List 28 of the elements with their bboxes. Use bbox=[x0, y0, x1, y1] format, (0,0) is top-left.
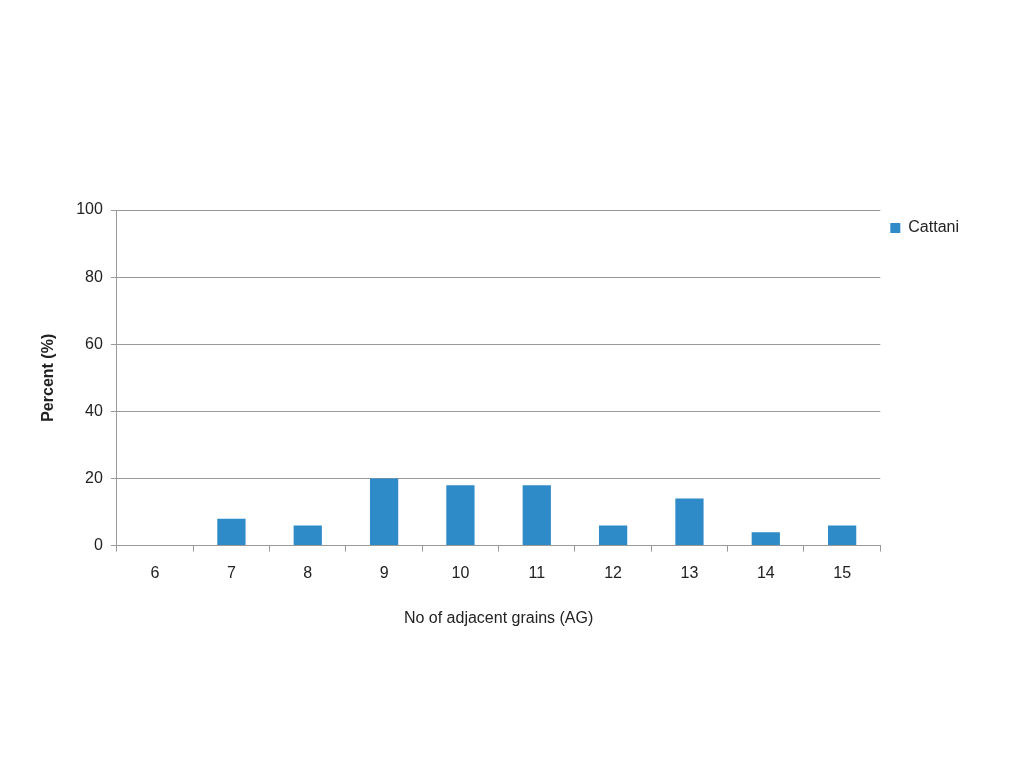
bar bbox=[828, 525, 857, 546]
x-tick-label: 9 bbox=[379, 563, 389, 581]
x-tick-label: 6 bbox=[150, 563, 160, 581]
bar bbox=[522, 485, 551, 546]
y-tick-label: 0 bbox=[93, 536, 103, 554]
y-axis-title: Percent (%) bbox=[39, 333, 57, 422]
x-tick-label: 11 bbox=[528, 563, 546, 581]
x-tick-label: 10 bbox=[451, 563, 470, 581]
x-tick-label: 14 bbox=[756, 563, 775, 581]
y-tick-label: 100 bbox=[76, 200, 103, 218]
x-tick-label: 8 bbox=[303, 563, 313, 581]
y-tick-label: 60 bbox=[85, 334, 103, 352]
bar bbox=[217, 518, 246, 546]
y-tick-label: 20 bbox=[85, 468, 103, 486]
bar bbox=[369, 478, 399, 546]
y-tick-label: 40 bbox=[85, 401, 103, 419]
x-tick-label: 12 bbox=[604, 563, 623, 581]
bar bbox=[598, 525, 628, 546]
bar bbox=[675, 498, 704, 546]
legend-label: Cattani bbox=[908, 218, 960, 236]
bar bbox=[446, 485, 475, 546]
y-tick-label: 80 bbox=[85, 267, 103, 285]
x-tick-label: 13 bbox=[680, 563, 699, 581]
x-tick-label: 7 bbox=[226, 563, 236, 581]
bar bbox=[293, 525, 322, 546]
bar bbox=[751, 532, 780, 546]
x-tick-label: 15 bbox=[833, 563, 852, 581]
x-axis-title: No of adjacent grains (AG) bbox=[403, 608, 594, 626]
